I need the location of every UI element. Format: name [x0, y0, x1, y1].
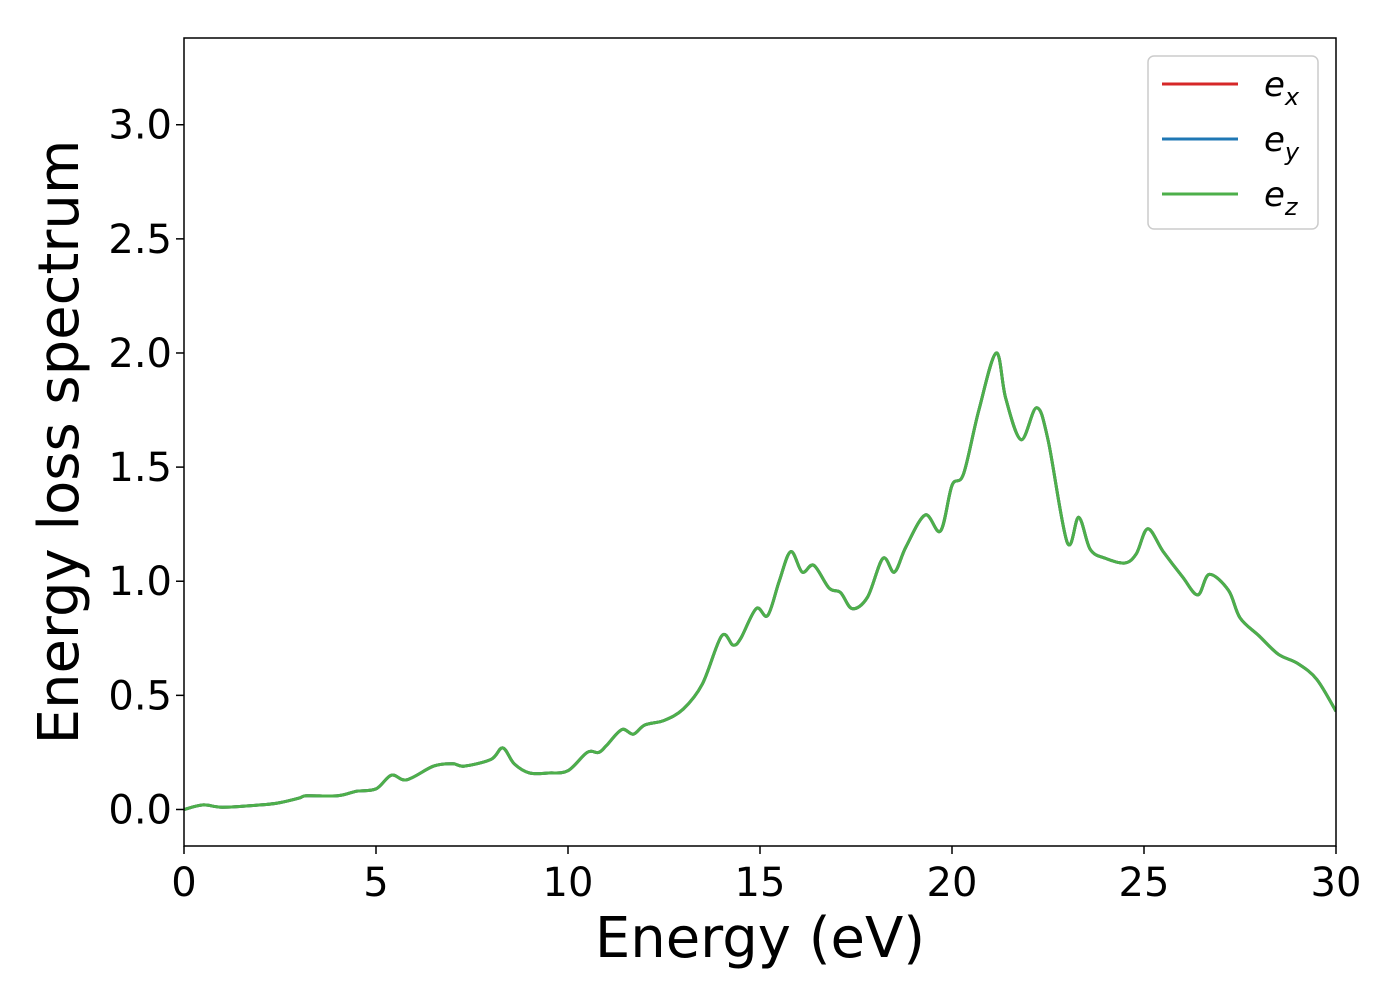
x-axis: 0 5 10 15 20 25 30 [171, 846, 1361, 906]
y-tick-label: 1.5 [108, 445, 172, 491]
legend-label-main: e [1264, 175, 1285, 215]
x-tick-label: 30 [1311, 860, 1362, 906]
x-tick-label: 20 [927, 860, 978, 906]
x-tick-label: 5 [363, 860, 388, 906]
x-tick-label: 15 [735, 860, 786, 906]
y-axis-label: Energy loss spectrum [27, 140, 92, 745]
x-tick-label: 25 [1119, 860, 1170, 906]
legend-box [1147, 55, 1319, 230]
x-tick-label: 0 [171, 860, 196, 906]
y-tick-label: 1.0 [108, 559, 172, 605]
legend-label: ey [1264, 120, 1300, 166]
x-tick-label: 10 [543, 860, 594, 906]
series-layer [184, 351, 1336, 811]
y-tick-label: 2.5 [108, 217, 172, 263]
legend-label-main: e [1264, 65, 1285, 105]
y-tick-label: 0.5 [108, 673, 172, 719]
y-tick-label: 3.0 [108, 103, 172, 149]
legend-label-main: e [1264, 120, 1285, 160]
x-axis-label: Energy (eV) [595, 906, 925, 971]
legend-label-subscript: y [1284, 138, 1300, 166]
legend-label: ez [1264, 175, 1299, 221]
y-axis: 0.0 0.5 1.0 1.5 2.0 2.5 3.0 [108, 103, 184, 833]
series-line-ez [184, 351, 1336, 811]
legend-label-subscript: x [1284, 83, 1300, 111]
y-tick-label: 2.0 [108, 331, 172, 377]
y-tick-label: 0.0 [108, 787, 172, 833]
legend-label: ex [1264, 65, 1300, 111]
legend-label-subscript: z [1284, 193, 1299, 221]
